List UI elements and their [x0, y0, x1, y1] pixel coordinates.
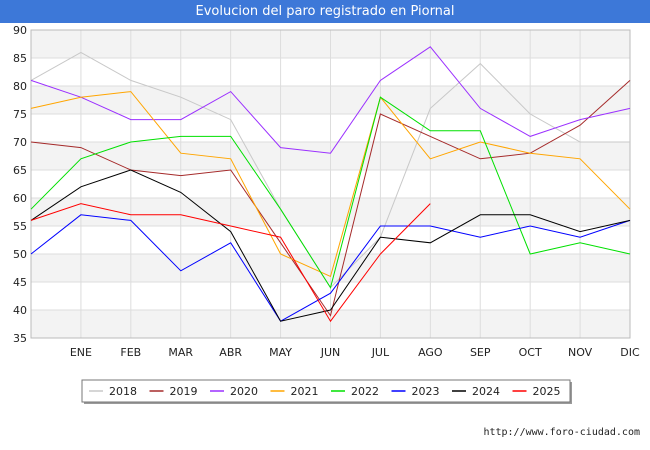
y-tick-label: 90 — [13, 24, 27, 37]
legend-label-2023: 2023 — [412, 385, 440, 398]
y-tick-label: 45 — [13, 276, 27, 289]
grid-lines — [30, 29, 631, 339]
legend-label-2021: 2021 — [291, 385, 319, 398]
legend-label-2025: 2025 — [533, 385, 561, 398]
y-tick-label: 75 — [13, 108, 27, 121]
legend-box — [81, 379, 571, 403]
legend: 2018 2019 2020 2021 2022 2023 2024 2025 — [81, 379, 572, 404]
legend-label-2019: 2019 — [170, 385, 198, 398]
x-tick-label: FEB — [120, 346, 141, 359]
x-tick-label: SEP — [470, 346, 491, 359]
y-tick-label: 80 — [13, 80, 27, 93]
plot-border — [30, 29, 631, 339]
x-tick-label: DIC — [620, 346, 640, 359]
x-tick-label: MAY — [269, 346, 292, 359]
x-tick-label: OCT — [519, 346, 542, 359]
x-tick-label: AGO — [418, 346, 443, 359]
series-line-2025 — [30, 203, 431, 323]
legend-label-2018: 2018 — [109, 385, 137, 398]
series-line-2021 — [30, 91, 631, 278]
legend-label-2022: 2022 — [351, 385, 379, 398]
y-tick-label: 40 — [13, 304, 27, 317]
y-tick-label: 35 — [13, 332, 27, 345]
x-tick-label: NOV — [568, 346, 593, 359]
series-line-2024 — [30, 169, 631, 322]
y-tick-label: 55 — [13, 220, 27, 233]
x-axis-ticks: ENE FEB MAR ABR MAY JUN JUL AGO SEP OCT NOV DIC — [70, 346, 640, 359]
y-tick-label: 85 — [13, 52, 27, 65]
footer-url[interactable]: http://www.foro-ciudad.com — [483, 427, 640, 438]
x-tick-label: MAR — [168, 346, 193, 359]
x-tick-label: JUN — [320, 346, 341, 359]
series-line-2023 — [30, 214, 631, 322]
x-tick-label: ENE — [70, 346, 92, 359]
series-line-2022 — [30, 96, 631, 289]
legend-label-2024: 2024 — [472, 385, 500, 398]
y-axis-ticks: 35 40 45 50 55 60 65 70 75 80 85 90 — [13, 24, 27, 345]
chart-title: Evolucion del paro registrado en Piornal — [0, 0, 650, 23]
y-tick-label: 70 — [13, 136, 27, 149]
legend-label-2020: 2020 — [230, 385, 258, 398]
y-tick-label: 60 — [13, 192, 27, 205]
y-tick-label: 50 — [13, 248, 27, 261]
series-line-2020 — [30, 46, 631, 154]
x-tick-label: ABR — [219, 346, 242, 359]
y-tick-label: 65 — [13, 164, 27, 177]
x-tick-label: JUL — [371, 346, 390, 359]
series-lines — [30, 46, 631, 323]
